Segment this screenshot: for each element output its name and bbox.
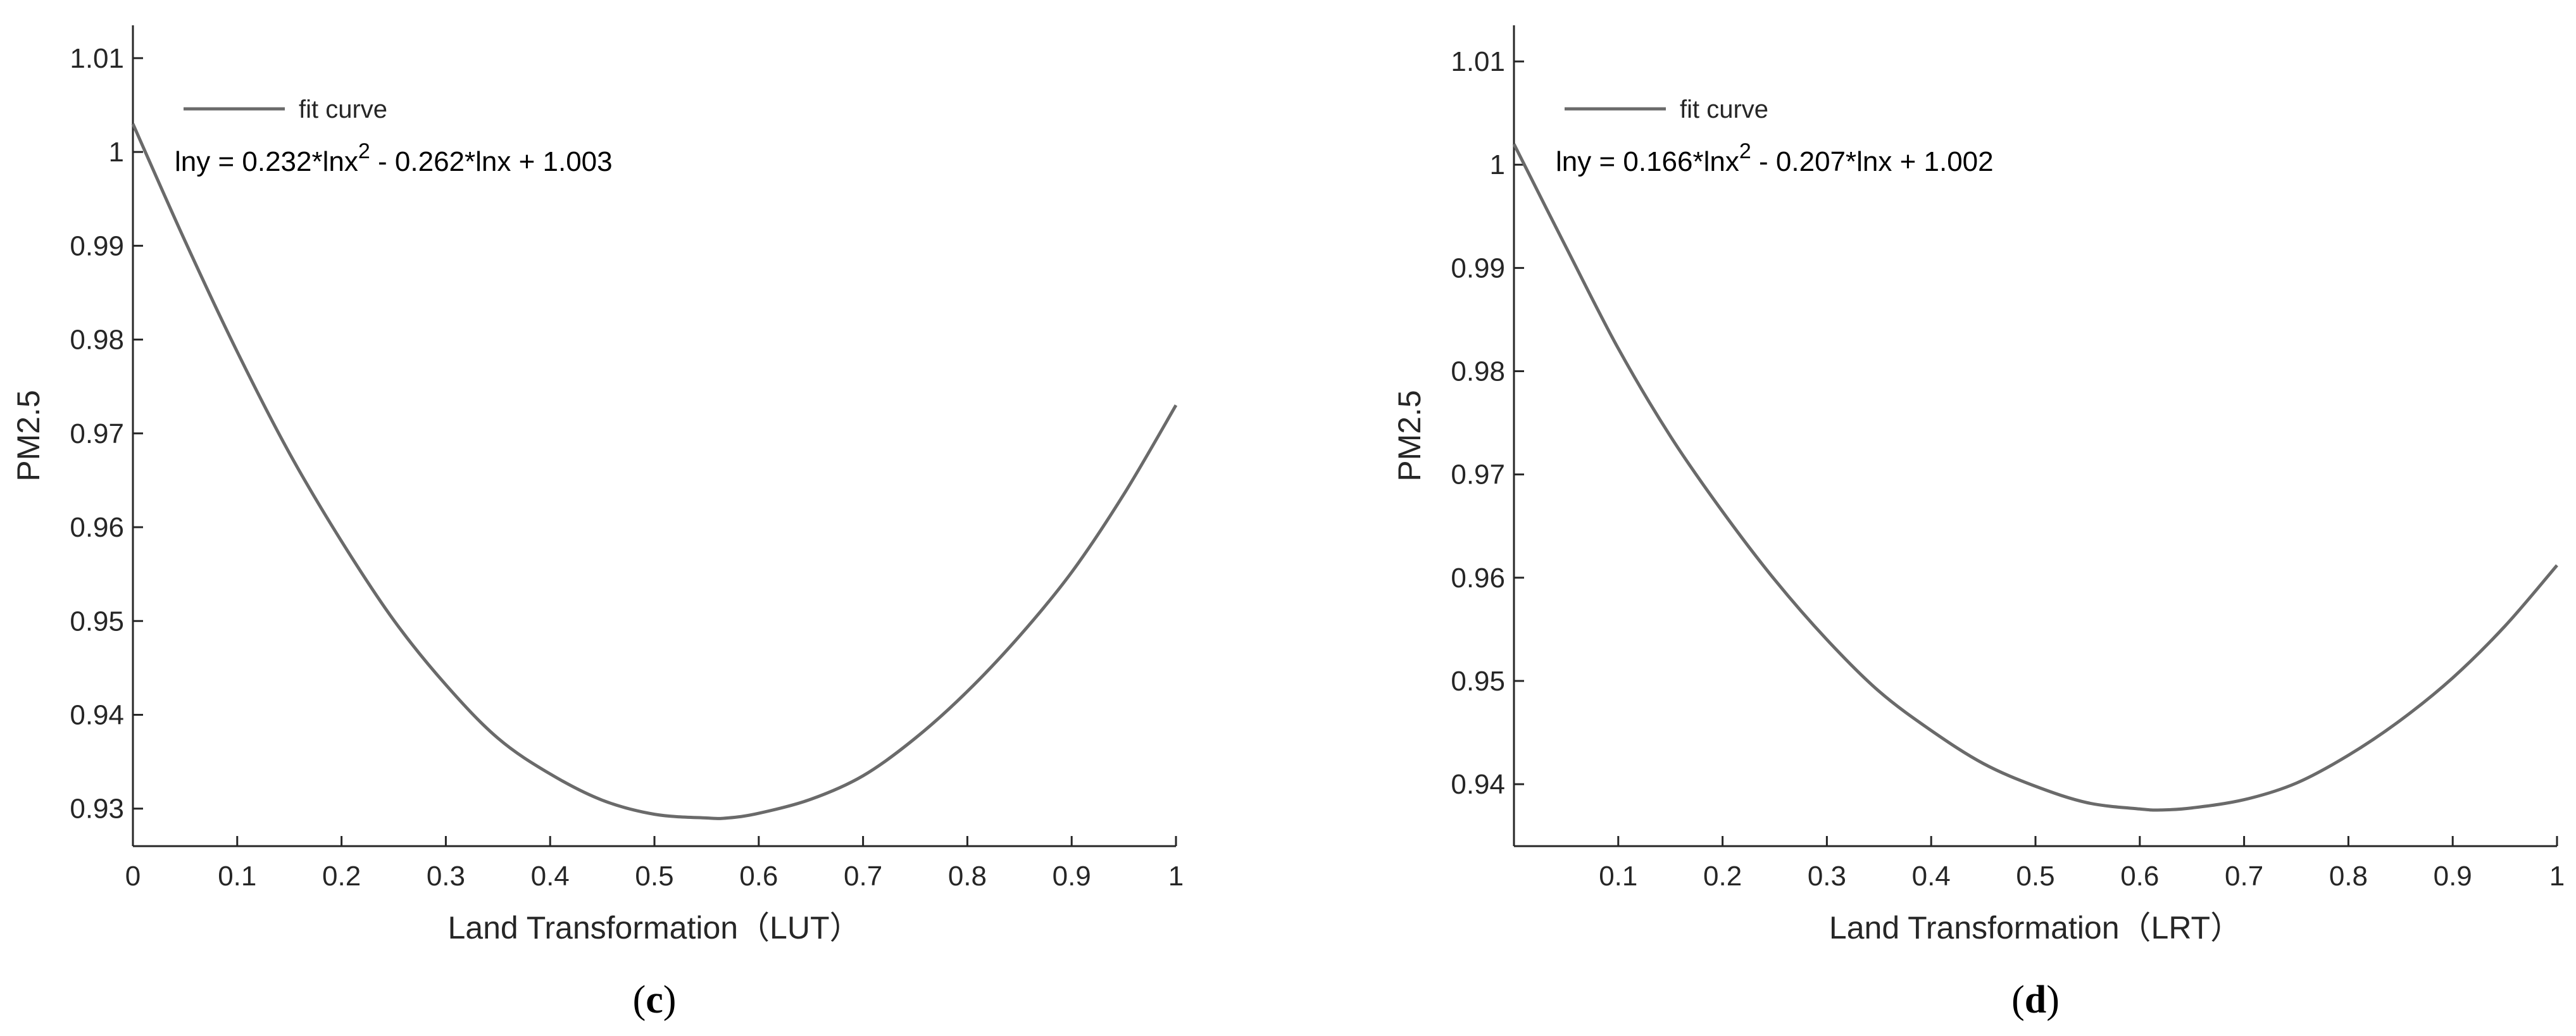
y-tick-label: 1.01 [1451,46,1505,77]
y-tick-label: 1 [109,137,124,168]
x-tick-label: 0.8 [948,861,987,892]
x-tick-label: 0.4 [1912,861,1951,892]
y-axis-label: PM2.5 [1392,390,1427,482]
x-tick-label: 0.2 [322,861,361,892]
x-tick-label: 0.5 [635,861,673,892]
y-tick-label: 0.95 [1451,666,1505,697]
y-tick-label: 0.97 [70,418,124,449]
x-tick-label: 0.9 [1053,861,1091,892]
x-tick-label: 0 [125,861,141,892]
fit-curve-line [1512,143,2558,812]
x-tick-label: 0.1 [1599,861,1637,892]
chart-panel-c: 0 0.1 0.2 0.3 0.4 0.5 0.6 0.7 0.8 0.9 1 0.93 0.94 0.9… [11,25,1184,1021]
x-tick-label: 1 [2549,861,2565,892]
x-axis-label: Land Transformation（LRT） [1829,910,2242,946]
x-axis-label: Land Transformation（LUT） [447,910,861,946]
y-tick-label: 0.93 [70,794,124,825]
fit-curve-line [131,123,1178,820]
panel-label: (c) [633,978,677,1021]
equation-annotation: lny = 0.166*lnx2 - 0.207*lnx + 1.002 [1556,139,1994,177]
chart-panel-d: 0.1 0.2 0.3 0.4 0.5 0.6 0.7 0.8 0.9 1 0.94 0.95 0.96… [1392,25,2565,1021]
y-tick-label: 0.94 [70,699,124,730]
equation-annotation: lny = 0.232*lnx2 - 0.262*lnx + 1.003 [175,139,613,177]
y-tick-label: 0.97 [1451,459,1505,490]
y-axis-label: PM2.5 [11,390,46,482]
x-tick-label: 0.6 [739,861,778,892]
x-tick-label: 0.3 [427,861,465,892]
x-tick-label: 0.5 [2016,861,2054,892]
legend-label: fit curve [1680,96,1768,123]
x-tick-label: 1 [1168,861,1184,892]
x-tick-label: 0.2 [1703,861,1742,892]
x-tick-label: 0.7 [844,861,882,892]
y-tick-label: 0.96 [70,512,124,543]
y-tick-label: 0.99 [70,230,124,261]
x-tick-label: 0.7 [2225,861,2263,892]
y-tick-label: 0.98 [70,325,124,356]
y-tick-label: 0.99 [1451,253,1505,284]
x-tick-label: 0.1 [218,861,256,892]
y-tick-label: 1 [1490,149,1505,180]
y-tick-label: 0.95 [70,606,124,637]
y-tick-label: 0.98 [1451,356,1505,387]
x-tick-label: 0.9 [2434,861,2472,892]
x-tick-label: 0.6 [2120,861,2159,892]
x-tick-label: 0.4 [531,861,570,892]
x-tick-label: 0.8 [2329,861,2368,892]
y-tick-label: 1.01 [70,43,124,74]
y-tick-label: 0.94 [1451,769,1505,800]
x-tick-label: 0.3 [1808,861,1846,892]
panel-label: (d) [2011,978,2060,1021]
y-tick-label: 0.96 [1451,563,1505,594]
legend-label: fit curve [299,96,387,123]
